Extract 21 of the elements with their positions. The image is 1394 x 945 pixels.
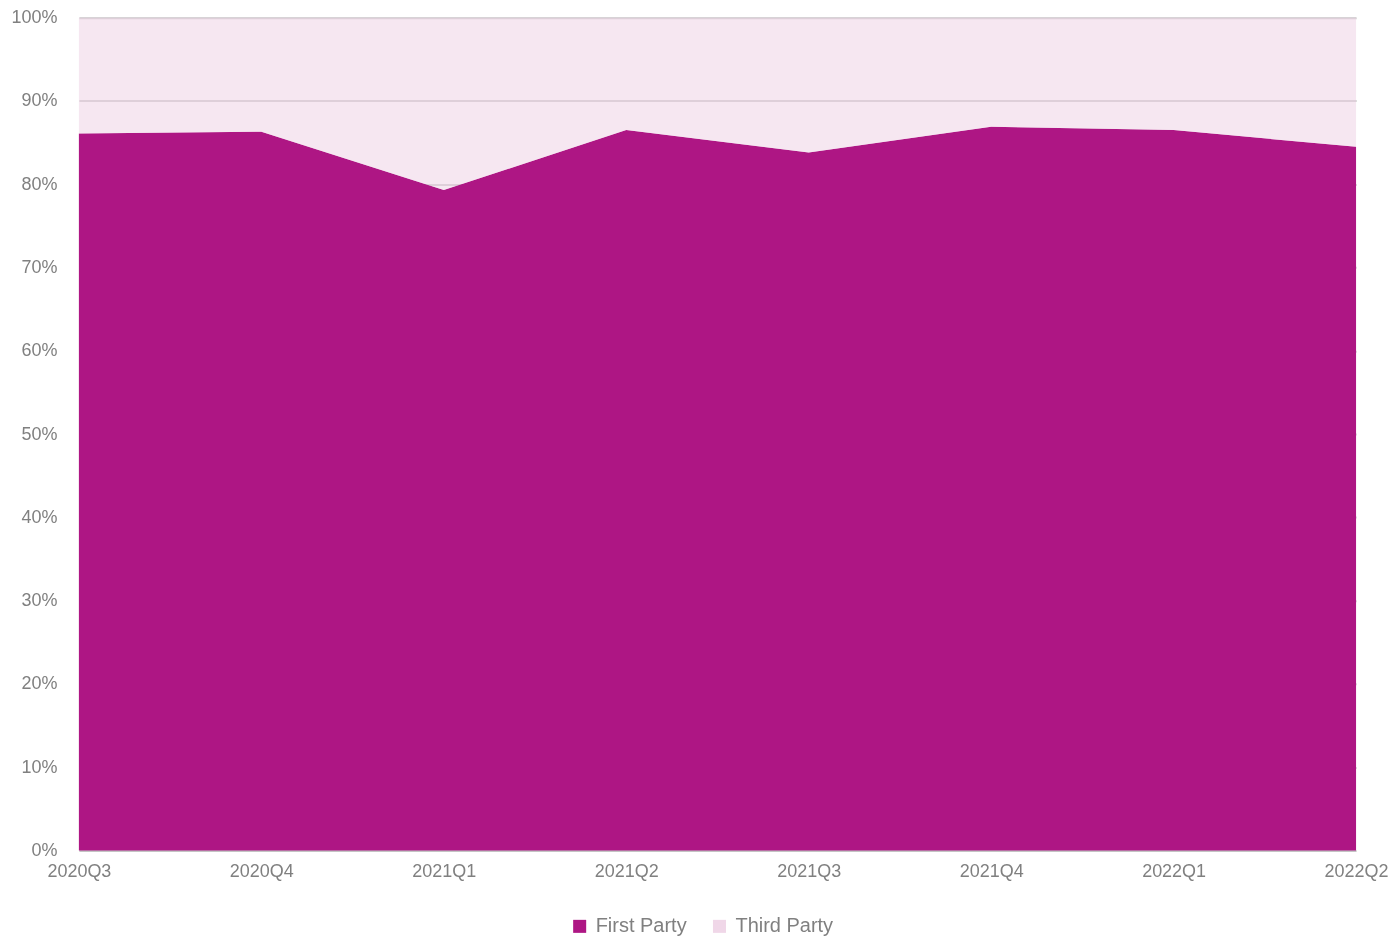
y-tick-label: 10% bbox=[21, 756, 58, 777]
x-tick-label: 2022Q2 bbox=[1324, 860, 1389, 881]
x-tick-label: 2020Q3 bbox=[47, 860, 112, 881]
y-tick-label: 90% bbox=[21, 90, 58, 111]
x-tick-label: 2021Q3 bbox=[777, 860, 842, 881]
y-tick-label: 80% bbox=[21, 173, 58, 194]
y-tick-label: 50% bbox=[21, 423, 58, 444]
y-tick-label: 0% bbox=[31, 839, 58, 860]
x-tick-label: 2022Q1 bbox=[1142, 860, 1207, 881]
y-tick-label: 70% bbox=[21, 256, 58, 277]
y-tick-label: 40% bbox=[21, 506, 58, 527]
x-tick-label: 2020Q4 bbox=[229, 860, 294, 881]
y-tick-label: 20% bbox=[21, 673, 58, 694]
legend-label: Third Party bbox=[735, 914, 834, 937]
y-tick-label: 30% bbox=[21, 590, 58, 611]
x-tick-label: 2021Q2 bbox=[594, 860, 659, 881]
legend-label: First Party bbox=[595, 914, 687, 937]
y-tick-label: 60% bbox=[21, 340, 58, 361]
y-tick-label: 100% bbox=[11, 7, 58, 28]
x-tick-label: 2021Q1 bbox=[412, 860, 477, 881]
x-tick-label: 2021Q4 bbox=[959, 860, 1024, 881]
